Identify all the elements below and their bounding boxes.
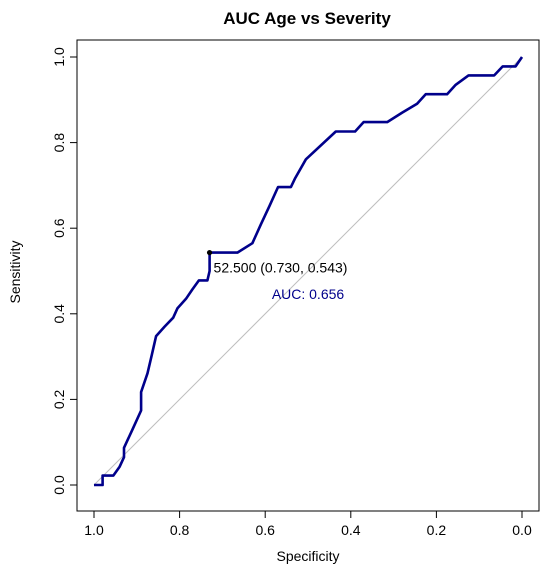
x-tick-label: 0.2	[427, 522, 447, 538]
y-tick-label: 0.0	[51, 475, 67, 495]
roc-curve	[94, 56, 524, 487]
chart-title: AUC Age vs Severity	[223, 9, 391, 28]
x-tick-label: 1.0	[84, 522, 104, 538]
x-tick-label: 0.8	[170, 522, 190, 538]
threshold-label: 52.500 (0.730, 0.543)	[214, 260, 348, 276]
x-axis: 1.0 0.8 0.6 0.4 0.2 0.0	[84, 511, 532, 538]
y-tick-label: 0.8	[51, 133, 67, 153]
reference-diagonal	[93, 56, 523, 486]
x-tick-label: 0.6	[255, 522, 275, 538]
x-tick-label: 0.0	[512, 522, 532, 538]
auc-label: AUC: 0.656	[272, 286, 345, 302]
plot-frame	[76, 39, 540, 512]
x-axis-label: Specificity	[276, 548, 339, 564]
y-axis-label: Sensitivity	[7, 240, 23, 303]
y-tick-label: 0.6	[51, 218, 67, 238]
y-tick-label: 0.4	[51, 304, 67, 324]
x-tick-label: 0.4	[341, 522, 361, 538]
y-tick-label: 1.0	[51, 47, 67, 67]
y-axis: 0.0 0.2 0.4 0.6 0.8 1.0	[51, 47, 77, 495]
threshold-point	[206, 249, 213, 256]
y-tick-label: 0.2	[51, 389, 67, 409]
